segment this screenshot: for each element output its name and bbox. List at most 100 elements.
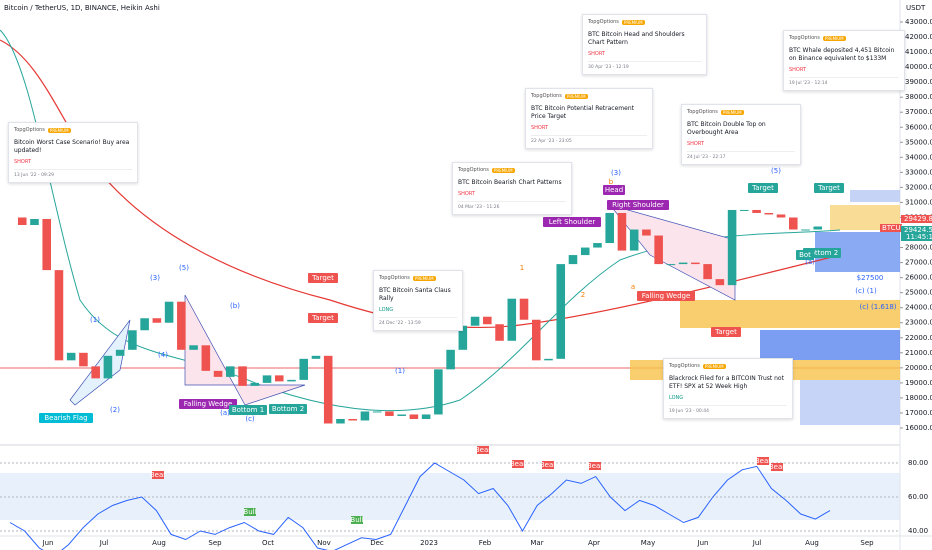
vp-bar bbox=[800, 380, 900, 425]
annotation-box bbox=[229, 405, 267, 415]
card-author: TopgOptions bbox=[531, 93, 562, 99]
annotation: Target bbox=[714, 328, 737, 336]
candle bbox=[287, 379, 296, 382]
card-author: TopgOptions bbox=[789, 35, 820, 41]
candle bbox=[678, 262, 688, 265]
card-badge: PREMIUM bbox=[47, 127, 71, 133]
rsi-line bbox=[9, 462, 831, 550]
price-tick-label: 36000.00 bbox=[905, 123, 932, 131]
candle bbox=[323, 355, 333, 424]
card-header: TopgOptions PREMIUM bbox=[531, 93, 647, 99]
card-title: Bitcoin Worst Case Scenario! Buy area up… bbox=[14, 139, 130, 154]
wave-label: (2) bbox=[110, 406, 120, 414]
price-tick-label: 18000.00 bbox=[905, 394, 932, 402]
candle bbox=[703, 264, 712, 280]
card-author: TopgOptions bbox=[379, 275, 410, 281]
rsi-signal: Bull bbox=[243, 508, 256, 516]
time-label: Mar bbox=[530, 539, 543, 547]
candle bbox=[385, 411, 394, 416]
card-header: TopgOptions PREMIUM bbox=[14, 127, 132, 133]
fib-label: 1 bbox=[520, 264, 524, 272]
time-label: Jun bbox=[42, 539, 54, 547]
price-tick-label: 32000.00 bbox=[905, 183, 932, 191]
time-label: Nov bbox=[317, 539, 331, 547]
candle bbox=[666, 264, 676, 266]
wave-label: (3) bbox=[150, 274, 160, 282]
candle bbox=[801, 229, 810, 231]
candle bbox=[42, 218, 51, 271]
countdown: 11:45:17 bbox=[906, 233, 932, 241]
candle bbox=[568, 255, 578, 265]
price-tick-label: 34000.00 bbox=[905, 153, 932, 161]
card-title: BTC Bitcoin Double Top on Overbought Are… bbox=[687, 121, 766, 136]
card-header: TopgOptions PREMIUM bbox=[379, 275, 457, 281]
card-side: SHORT bbox=[687, 141, 705, 147]
rsi-tick-label: 40.00 bbox=[908, 527, 928, 535]
candle bbox=[789, 217, 798, 230]
vp-bar bbox=[680, 300, 900, 328]
candle bbox=[140, 318, 149, 331]
card-header: TopgOptions PREMIUM bbox=[669, 363, 787, 369]
candle bbox=[201, 345, 211, 371]
vp-bar bbox=[850, 190, 900, 202]
candle bbox=[213, 370, 223, 377]
annotation-box bbox=[603, 185, 625, 195]
card-author: TopgOptions bbox=[458, 167, 489, 173]
wave-label: (c) bbox=[245, 415, 255, 423]
last-price: 29429.84 bbox=[904, 215, 932, 223]
candle bbox=[691, 262, 700, 265]
wave-label: (5) bbox=[179, 264, 189, 272]
time-label: Sep bbox=[208, 539, 222, 547]
card-side: SHORT bbox=[789, 67, 807, 73]
candle bbox=[262, 375, 272, 383]
candle bbox=[421, 414, 431, 419]
rsi-signal: Bear bbox=[150, 471, 166, 479]
wave-label: (3) bbox=[611, 169, 621, 177]
candle bbox=[813, 226, 823, 230]
annotation: Right Shoulder bbox=[612, 201, 664, 209]
candle bbox=[115, 349, 125, 356]
candle bbox=[752, 209, 761, 213]
idea-card: TopgOptions PREMIUM Blackrock Filed for a … bbox=[663, 358, 793, 419]
price-tick-label: 17000.00 bbox=[905, 409, 932, 417]
wedge-pattern bbox=[184, 294, 306, 406]
candle bbox=[311, 355, 321, 359]
card-badge: PREMIUM bbox=[412, 275, 436, 281]
candle bbox=[103, 355, 113, 379]
card-author: TopgOptions bbox=[14, 127, 45, 133]
price-tick-label: 20000.00 bbox=[905, 364, 932, 372]
candle bbox=[30, 218, 39, 225]
rsi-signal: Bear bbox=[587, 462, 603, 470]
card-date: 19 Jul '23 - 12:14 bbox=[789, 77, 899, 86]
candle bbox=[66, 352, 76, 361]
card-date: 13 Jun '22 - 09:29 bbox=[14, 169, 132, 178]
price-tick-label: 41000.00 bbox=[905, 48, 932, 56]
candle bbox=[348, 418, 357, 421]
candle bbox=[226, 366, 235, 377]
symbol-tag: BTCUSDT bbox=[882, 224, 916, 232]
card-side: SHORT bbox=[531, 125, 549, 131]
candle bbox=[250, 382, 260, 386]
idea-card: TopgOptions PREMIUM BTC Whale deposited 4,… bbox=[783, 30, 905, 91]
rsi-signal-box bbox=[477, 446, 489, 454]
annotation: Target bbox=[311, 314, 334, 322]
card-side: LONG bbox=[669, 395, 684, 401]
card-header: TopgOptions PREMIUM bbox=[789, 35, 899, 41]
annotation-box bbox=[814, 183, 844, 193]
wave-label: (5) bbox=[771, 167, 781, 175]
candle bbox=[189, 345, 198, 350]
card-title: BTC Bitcoin Santa Claus Rally bbox=[379, 287, 451, 302]
wave-label: (1) bbox=[90, 316, 100, 324]
rsi-signal-box bbox=[771, 463, 783, 471]
annotation-box bbox=[179, 399, 237, 409]
wave-label: (b) bbox=[230, 302, 240, 310]
symbol-box bbox=[880, 224, 902, 232]
time-label: Aug bbox=[805, 539, 819, 547]
wave-label: (c) (1.618) bbox=[859, 303, 896, 311]
card-header: TopgOptions PREMIUM bbox=[458, 167, 566, 173]
candle bbox=[715, 279, 725, 286]
idea-card: TopgOptions PREMIUM BTC Bitcoin Santa Clau… bbox=[373, 270, 463, 331]
candle bbox=[507, 298, 517, 341]
candle bbox=[580, 247, 590, 256]
